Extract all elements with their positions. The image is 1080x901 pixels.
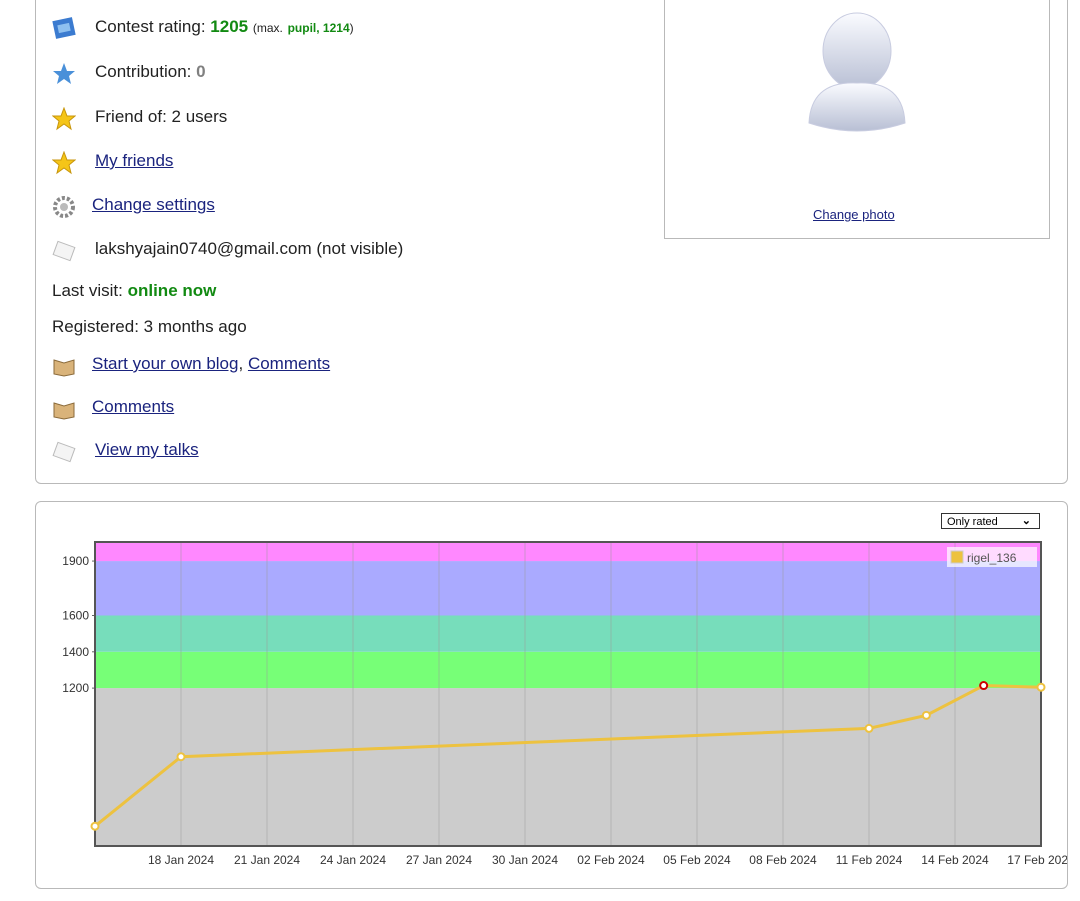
- x-tick-label: 14 Feb 2024: [921, 853, 989, 867]
- x-tick-label: 11 Feb 2024: [836, 853, 903, 867]
- rating-icon: [52, 17, 76, 39]
- blog-icon: [53, 359, 75, 377]
- talks-link[interactable]: View my talks: [95, 440, 199, 459]
- label: Contest rating:: [95, 17, 206, 36]
- y-tick-label: 1900: [62, 554, 89, 568]
- y-tick-label: 1400: [62, 645, 89, 659]
- filter-select[interactable]: Only rated ⌄: [941, 513, 1040, 529]
- blog-row: Start your own blog, Comments: [92, 354, 330, 374]
- comments-link[interactable]: Comments: [92, 397, 175, 416]
- email: lakshyajain0740@gmail.com (not visible): [95, 239, 404, 258]
- mail-icon: [52, 240, 76, 262]
- plot-border: [94, 541, 1042, 847]
- rating-point: [921, 710, 931, 720]
- x-tick-label: 30 Jan 2024: [492, 853, 558, 867]
- max-suffix: ): [349, 21, 354, 35]
- friends-row: My friends: [95, 151, 173, 171]
- talks-row: View my talks: [95, 440, 199, 460]
- rating-chart: 1200 1400 1600 1900 18 Jan 2024 21 Jan 2024 24…: [62, 541, 1067, 867]
- label: Last visit:: [52, 281, 123, 300]
- rating-point: [176, 752, 186, 762]
- blog-icon: [53, 402, 75, 420]
- gear-icon: [53, 196, 75, 218]
- label: Contribution:: [95, 62, 192, 81]
- x-tick-label: 05 Feb 2024: [663, 853, 731, 867]
- change-settings-link[interactable]: Change settings: [92, 195, 215, 214]
- talks-icon: [52, 441, 76, 463]
- settings-row: Change settings: [92, 195, 215, 215]
- contest-rating-row: Contest rating: 1205 (max. pupil, 1214): [95, 17, 354, 38]
- star-icon: [52, 151, 76, 175]
- contribution-row: Contribution: 0: [95, 62, 206, 82]
- y-tick-label: 1600: [62, 609, 89, 623]
- star-icon: [52, 107, 76, 131]
- legend-box: [947, 547, 1037, 567]
- friend-of: Friend of: 2 users: [95, 107, 228, 126]
- contribution-value: 0: [196, 62, 206, 81]
- comments-row: Comments: [92, 397, 174, 417]
- x-tick-label: 27 Jan 2024: [406, 853, 472, 867]
- rating-point: [1036, 682, 1046, 692]
- rating-point: [864, 723, 874, 733]
- rating-band: [95, 615, 1041, 652]
- max-prefix: (max.: [252, 21, 283, 35]
- change-photo-link[interactable]: Change photo: [813, 207, 895, 222]
- rating-point: [90, 821, 100, 831]
- separator: ,: [238, 354, 244, 373]
- last-visit-row: Last visit: online now: [52, 281, 216, 301]
- x-tick-label: 17 Feb 2024: [1007, 853, 1067, 867]
- rating-value: 1205: [210, 17, 249, 36]
- contribution-icon: [53, 63, 75, 84]
- rating-point: [979, 681, 989, 691]
- filter-label: Only rated: [947, 516, 998, 528]
- x-tick-label: 02 Feb 2024: [577, 853, 645, 867]
- rating-band: [95, 561, 1041, 616]
- legend-label: rigel_136: [967, 551, 1017, 565]
- x-tick-label: 18 Jan 2024: [148, 853, 214, 867]
- x-tick-label: 24 Jan 2024: [320, 853, 386, 867]
- my-friends-link[interactable]: My friends: [95, 151, 174, 170]
- x-tick-label: 21 Jan 2024: [234, 853, 300, 867]
- registered: Registered: 3 months ago: [52, 317, 247, 336]
- rating-band: [95, 542, 1041, 562]
- photo-box: Change photo: [664, 0, 1050, 239]
- legend-swatch: [950, 550, 964, 564]
- rating-line: [94, 684, 1042, 828]
- max-rating: pupil, 1214: [287, 21, 350, 35]
- x-tick-label: 08 Feb 2024: [749, 853, 817, 867]
- avatar: [808, 12, 906, 132]
- rating-band: [95, 688, 1041, 846]
- y-tick-label: 1200: [62, 681, 89, 695]
- rating-band: [95, 651, 1041, 689]
- comments-link[interactable]: Comments: [247, 354, 331, 373]
- last-visit-value: online now: [127, 281, 217, 300]
- blog-link[interactable]: Start your own blog: [92, 354, 239, 373]
